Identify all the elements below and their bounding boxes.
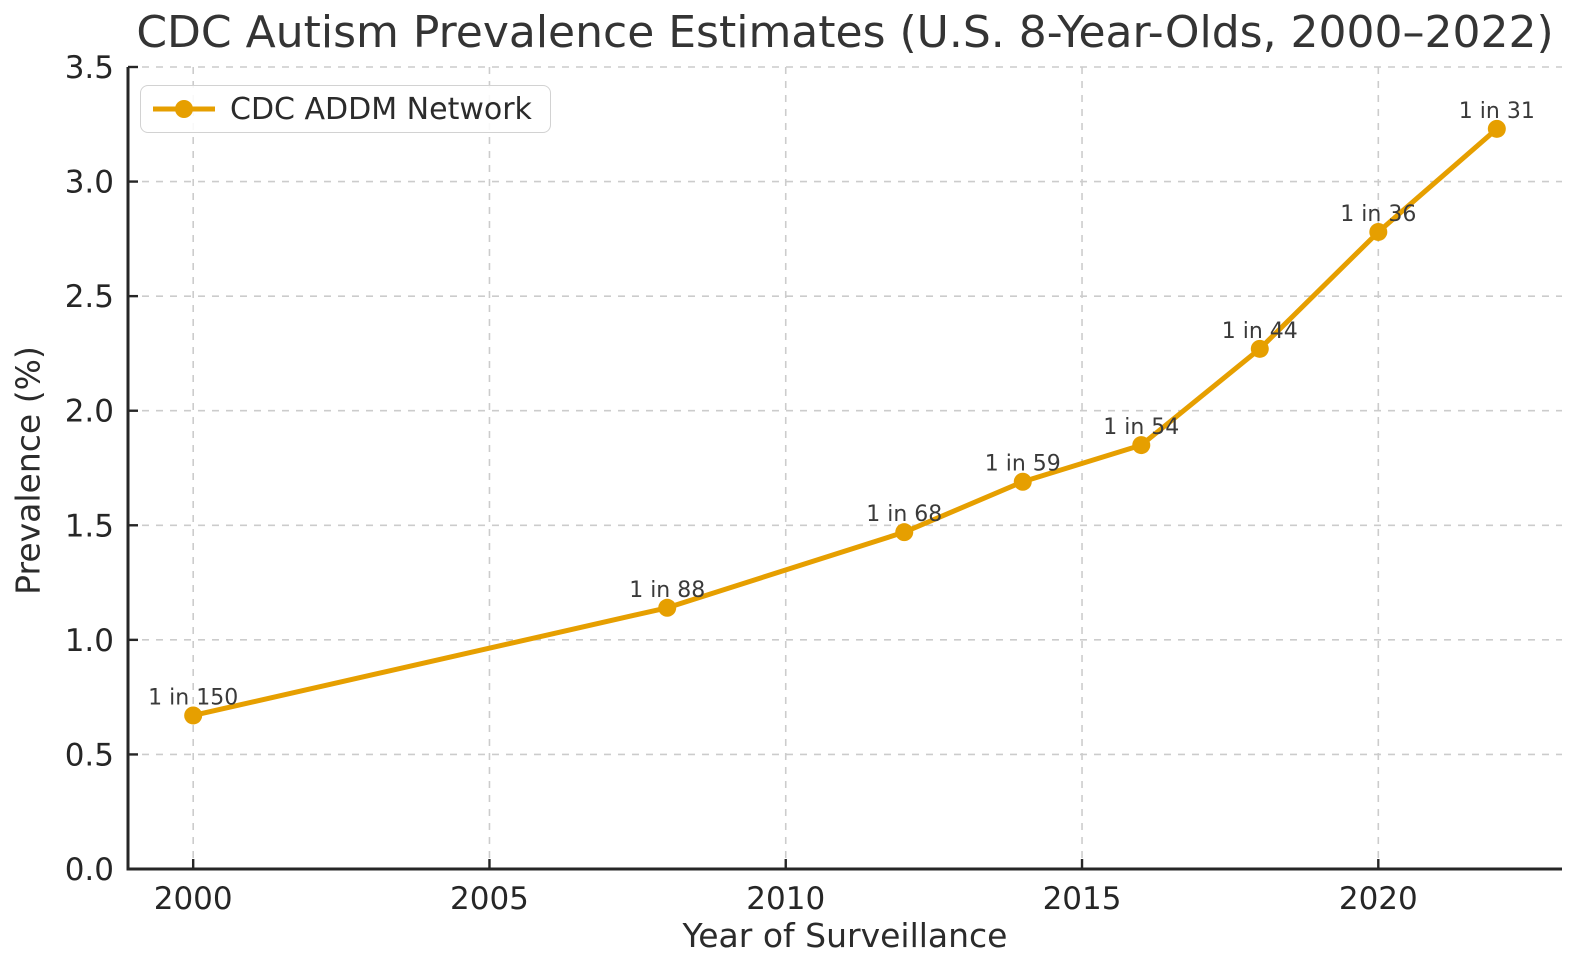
data-point-marker bbox=[1250, 339, 1269, 358]
x-tick-label: 2010 bbox=[746, 881, 825, 917]
y-axis-title: Prevalence (%) bbox=[8, 346, 48, 595]
data-point-label: 1 in 54 bbox=[1103, 415, 1179, 440]
legend-series-label: CDC ADDM Network bbox=[230, 91, 532, 127]
y-tick-label: 3.5 bbox=[65, 50, 114, 86]
data-point-label: 1 in 36 bbox=[1340, 202, 1416, 227]
y-tick-label: 3.0 bbox=[65, 165, 114, 201]
data-point-label: 1 in 68 bbox=[866, 502, 942, 527]
y-tick-label: 2.5 bbox=[65, 279, 114, 315]
x-tick-label: 2005 bbox=[450, 881, 529, 917]
chart-title: CDC Autism Prevalence Estimates (U.S. 8-… bbox=[136, 7, 1554, 58]
y-tick-label: 1.5 bbox=[65, 508, 114, 544]
data-point-label: 1 in 44 bbox=[1222, 319, 1298, 344]
y-tick-label: 0.5 bbox=[65, 737, 114, 773]
x-axis-title: Year of Surveillance bbox=[682, 916, 1008, 955]
data-point-label: 1 in 59 bbox=[985, 452, 1061, 477]
x-tick-label: 2000 bbox=[154, 881, 233, 917]
data-point-marker bbox=[1132, 436, 1151, 455]
series-line bbox=[190, 126, 1500, 718]
x-tick-label: 2020 bbox=[1339, 881, 1418, 917]
data-point-marker bbox=[895, 523, 914, 542]
data-point-marker bbox=[1487, 119, 1506, 138]
y-tick-label: 2.0 bbox=[65, 394, 114, 430]
data-point-label: 1 in 31 bbox=[1459, 99, 1535, 124]
data-point-marker bbox=[184, 706, 203, 725]
legend-box: CDC ADDM Network bbox=[140, 85, 551, 133]
y-tick-label: 0.0 bbox=[65, 852, 114, 888]
data-point-marker bbox=[1369, 222, 1388, 241]
legend-line-swatch bbox=[153, 100, 215, 118]
data-point-marker bbox=[1013, 472, 1032, 491]
legend-marker-icon bbox=[175, 100, 193, 118]
data-point-label: 1 in 150 bbox=[148, 685, 238, 710]
data-point-label: 1 in 88 bbox=[629, 578, 705, 603]
data-point-marker bbox=[658, 598, 677, 617]
y-tick-label: 1.0 bbox=[65, 623, 114, 659]
x-tick-label: 2015 bbox=[1043, 881, 1122, 917]
